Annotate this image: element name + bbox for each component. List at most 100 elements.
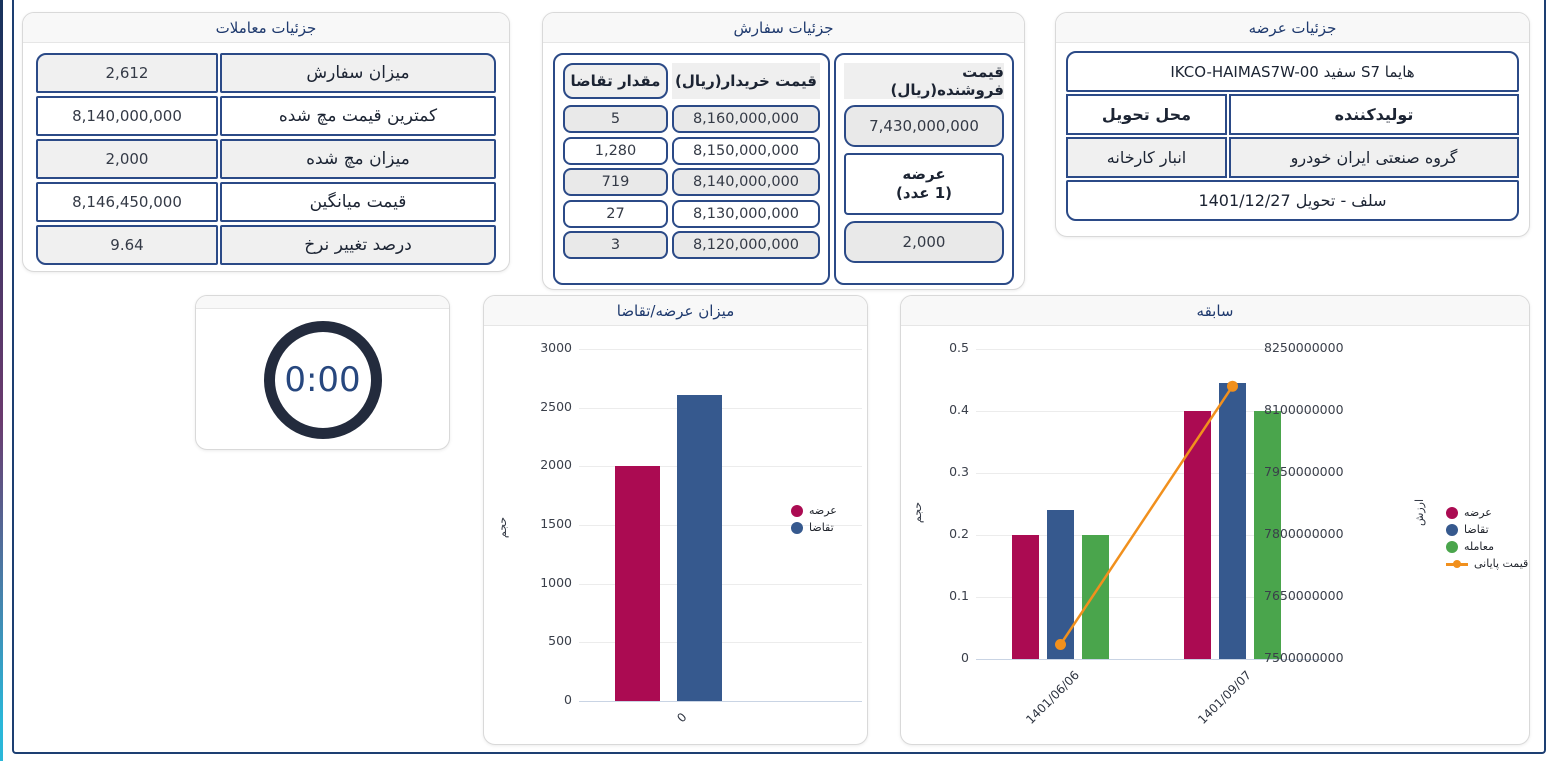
seller-panel: قیمت فروشنده(ریال) 7,430,000,000 عرضه (1…: [834, 53, 1014, 285]
demand-bar[interactable]: [1046, 510, 1075, 659]
demand-legend-marker: [791, 521, 803, 534]
legend-item-trade[interactable]: معامله: [1446, 540, 1528, 553]
y-axis-tick-label: 1500: [540, 516, 572, 531]
y-axis-tick-label: 1000: [540, 574, 572, 590]
buyer-price-cell: 8,130,000,000: [672, 199, 820, 228]
deals-row-label: میزان سفارش: [220, 53, 496, 93]
supply-demand-chart: 0 500 1000 1500 2000 2500 3000 0 حجم عرضه تقاضا: [484, 326, 867, 746]
history-chart-title: سابقه: [1196, 301, 1234, 320]
deals-table: میزان سفارش 2,612 کمترین قیمت مچ شده 8,140,…: [23, 43, 509, 276]
order-book-rows: 8,160,000,000 5 8,150,000,000 1,280 8,140,00…: [563, 105, 820, 259]
legend-item-supply[interactable]: عرضه: [1446, 506, 1528, 519]
supply-bar[interactable]: [614, 466, 660, 701]
deals-details-panel: جزئیات معاملات میزان سفارش 2,612 کمترین قی…: [22, 12, 510, 272]
supply-panel-header: جزئیات عرضه: [1056, 13, 1529, 43]
y-axis-tick-label: 2500: [540, 398, 572, 414]
deals-row-label: کمترین قیمت مچ شده: [220, 96, 496, 136]
buyer-price-header: قیمت خریدار(ریال): [672, 63, 820, 99]
legend-item-closing-price[interactable]: قیمت پایانی: [1446, 557, 1528, 570]
supply-details-panel: جزئیات عرضه هایما S7 سفید IKCO-HAIMAS7W-…: [1055, 12, 1530, 237]
closing-price-legend-marker: [1446, 558, 1468, 570]
legend-item-demand[interactable]: تقاضا: [791, 521, 837, 534]
supply-count-cell: عرضه (1 عدد): [844, 153, 1004, 215]
order-book-panel: قیمت خریدار(ریال) مقدار تقاضا 8,160,000,…: [553, 53, 830, 285]
countdown-timer-circle: 0:00: [263, 320, 382, 439]
deals-panel-header: جزئیات معاملات: [23, 13, 509, 43]
supply-demand-chart-card: میزان عرضه/تقاضا 0 500 1000 1500 2000 2500 300…: [483, 295, 868, 745]
page-accent-strip: [0, 0, 3, 761]
chart-legend: عرضه تقاضا معامله قیمت پایانی: [1446, 506, 1528, 570]
supply-bar[interactable]: [1011, 535, 1040, 659]
demand-qty-cell: 3: [563, 231, 668, 259]
order-panel-header: جزئیات سفارش: [543, 13, 1024, 43]
legend-label-demand: تقاضا: [1464, 523, 1489, 536]
demand-bar[interactable]: [676, 394, 722, 701]
x-axis-line: [976, 659, 1321, 660]
chart-legend: عرضه تقاضا: [791, 504, 837, 534]
supply-panel-title: جزئیات عرضه: [1248, 18, 1337, 37]
y-axis-tick-label: 0: [961, 650, 969, 665]
order-details-panel: جزئیات سفارش قیمت فروشنده(ریال) 7,430,00…: [542, 12, 1025, 290]
contract-info: سلف - تحویل 1401/12/27: [1066, 180, 1519, 221]
y-axis-title: حجم: [496, 516, 510, 539]
x-axis-tick-label: 1401/09/07: [1195, 668, 1255, 727]
demand-qty-cell: 27: [563, 199, 668, 228]
buyer-price-cell: 8,160,000,000: [672, 105, 820, 133]
legend-item-demand[interactable]: تقاضا: [1446, 523, 1528, 536]
y-axis-tick-label: 0.2: [949, 526, 969, 541]
seller-price-value: 7,430,000,000: [844, 105, 1004, 147]
supply-count-subtitle: (1 عدد): [896, 184, 952, 202]
labels-row: تولیدکننده محل تحویل: [1066, 94, 1519, 135]
order-book-row: 8,140,000,000 719: [563, 168, 820, 196]
y-axis-tick-label: 500: [548, 633, 572, 649]
product-row: هایما S7 سفید IKCO-HAIMAS7W-00: [1066, 51, 1519, 92]
legend-item-supply[interactable]: عرضه: [791, 504, 837, 517]
deals-row-label: قیمت میانگین: [220, 182, 496, 222]
right-y-axis-tick-label: 7950000000: [1264, 464, 1344, 479]
trade-bar[interactable]: [1081, 535, 1110, 659]
right-y-axis-title: ارزش: [1413, 498, 1427, 527]
y-axis-tick-label: 0.3: [949, 464, 969, 479]
order-panel-title: جزئیات سفارش: [733, 18, 834, 37]
demand-qty-header: مقدار تقاضا: [563, 63, 668, 99]
order-book-header-row: قیمت خریدار(ریال) مقدار تقاضا: [563, 63, 820, 99]
closing-price-line: [1055, 380, 1238, 651]
y-axis-tick-label: 3000: [540, 340, 572, 355]
demand-bar[interactable]: [1218, 383, 1247, 659]
y-axis-tick-label: 0.4: [949, 402, 969, 417]
delivery-value: انبار کارخانه: [1066, 137, 1227, 178]
deals-row: درصد تغییر نرخ 9.64: [36, 225, 496, 265]
order-panel-body: قیمت فروشنده(ریال) 7,430,000,000 عرضه (1…: [543, 43, 1024, 295]
demand-qty-cell: 719: [563, 168, 668, 196]
y-axis-tick-label: 2000: [540, 457, 572, 473]
right-y-axis-tick-label: 7800000000: [1264, 526, 1344, 541]
x-axis-tick-label: 1401/06/06: [1023, 668, 1083, 727]
deals-row-label: میزان مچ شده: [220, 139, 496, 179]
deals-row-value: 2,000: [36, 139, 218, 179]
x-axis-line: [579, 701, 862, 702]
buyer-price-cell: 8,120,000,000: [672, 231, 820, 259]
right-y-axis-tick-label: 7650000000: [1264, 588, 1344, 603]
timer-card-header: [196, 296, 449, 309]
demand-legend-marker: [1446, 523, 1458, 536]
supply-bar[interactable]: [1183, 411, 1212, 659]
order-book-row: 8,120,000,000 3: [563, 231, 820, 259]
deals-row-value: 8,146,450,000: [36, 182, 218, 222]
supply-demand-chart-header: میزان عرضه/تقاضا: [484, 296, 867, 326]
supply-demand-chart-title: میزان عرضه/تقاضا: [616, 301, 735, 320]
deals-row: قیمت میانگین 8,146,450,000: [36, 182, 496, 222]
gridline: [976, 349, 1321, 350]
gridline: [579, 349, 862, 350]
order-book-row: 8,130,000,000 27: [563, 199, 820, 228]
timer-card: 0:00: [195, 295, 450, 450]
legend-label-trade: معامله: [1464, 540, 1494, 553]
trade-bar[interactable]: [1253, 411, 1282, 659]
producer-value: گروه صنعتی ایران خودرو: [1229, 137, 1519, 178]
supply-legend-marker: [791, 504, 803, 517]
supply-quantity-value: 2,000: [844, 221, 1004, 263]
deals-row-value: 8,140,000,000: [36, 96, 218, 136]
legend-label-demand: تقاضا: [809, 521, 834, 534]
seller-price-header: قیمت فروشنده(ریال): [844, 63, 1004, 99]
product-name: هایما S7 سفید IKCO-HAIMAS7W-00: [1066, 51, 1519, 92]
